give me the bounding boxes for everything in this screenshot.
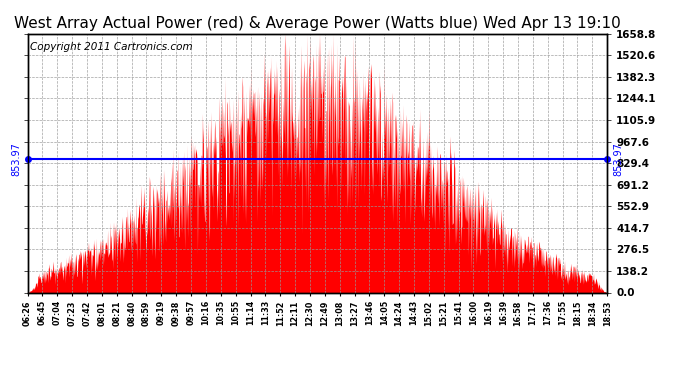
- Title: West Array Actual Power (red) & Average Power (Watts blue) Wed Apr 13 19:10: West Array Actual Power (red) & Average …: [14, 16, 621, 31]
- Text: Copyright 2011 Cartronics.com: Copyright 2011 Cartronics.com: [30, 42, 193, 51]
- Text: 853.97: 853.97: [613, 142, 623, 176]
- Text: 853.97: 853.97: [12, 142, 22, 176]
